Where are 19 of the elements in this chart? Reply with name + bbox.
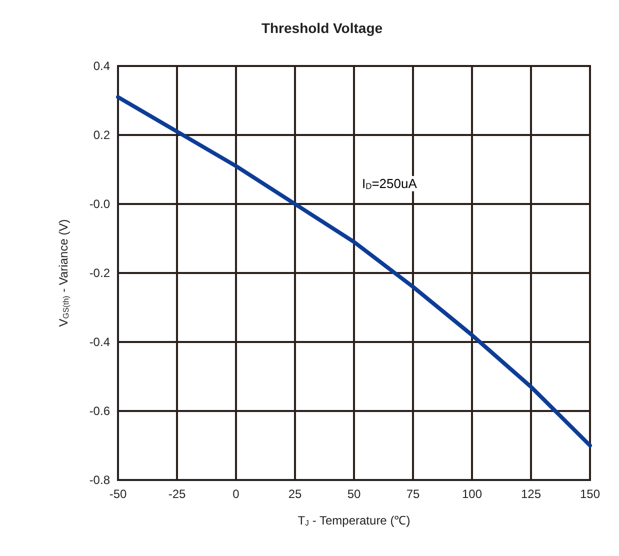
x-tick-label: -50: [109, 487, 127, 501]
line-series: [116, 95, 592, 448]
y-tick-label: -0.6: [89, 404, 110, 418]
chart-title: Threshold Voltage: [261, 20, 383, 36]
x-tick-label: 125: [520, 487, 542, 501]
y-tick-label: -0.0: [89, 197, 110, 211]
x-tick-label: 0: [232, 487, 240, 501]
x-tick-label: 150: [580, 487, 600, 501]
x-tick-label: 100: [462, 487, 482, 501]
annotation: ID=250uA: [362, 176, 418, 192]
x-tick-label: 50: [347, 487, 361, 501]
x-tick-label: -25: [168, 487, 186, 501]
y-tick-label: -0.2: [89, 266, 110, 280]
y-tick-label: 0.4: [93, 59, 110, 73]
x-tick-label: 25: [288, 487, 302, 501]
y-tick-label: -0.8: [89, 473, 110, 487]
x-tick-label: 75: [406, 487, 420, 501]
y-tick-label: -0.4: [89, 335, 110, 349]
y-tick-label: 0.2: [93, 128, 110, 142]
